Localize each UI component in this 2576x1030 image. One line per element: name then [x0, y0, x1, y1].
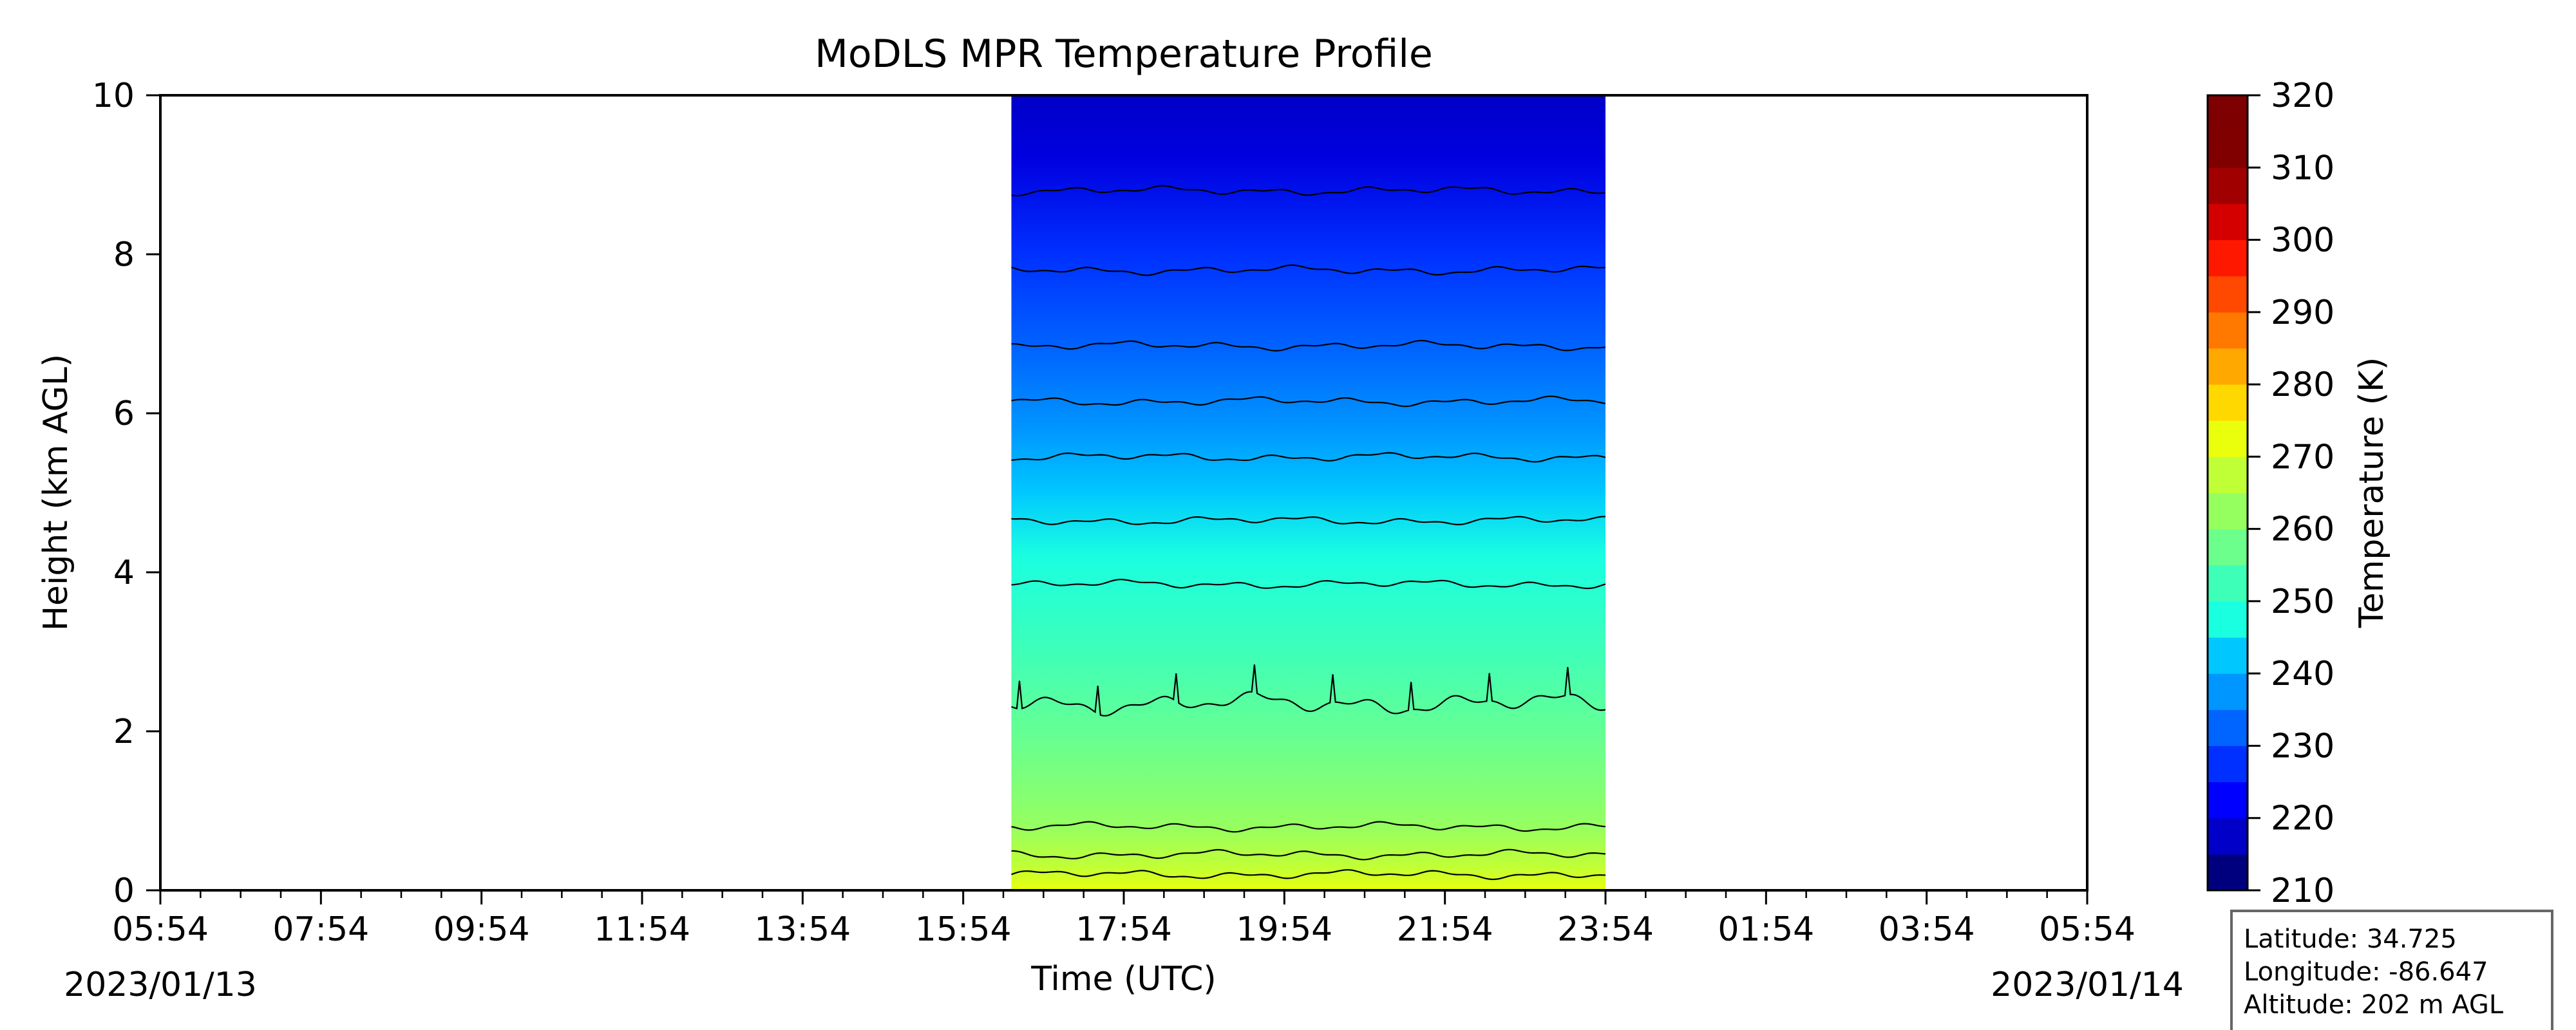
colorbar-tick-label: 270: [2271, 438, 2334, 476]
y-tick-label: 10: [92, 77, 135, 115]
temperature-field: [1011, 95, 1605, 890]
date-start-label: 2023/01/13: [64, 966, 257, 1004]
y-tick-label: 8: [113, 236, 135, 274]
colorbar-band: [2208, 131, 2248, 168]
x-tick-label: 19:54: [1236, 910, 1332, 949]
y-tick-label: 4: [113, 554, 135, 592]
colorbar-tick-label: 210: [2271, 872, 2334, 910]
colorbar-band: [2208, 529, 2248, 566]
x-tick-label: 07:54: [272, 910, 369, 949]
x-tick-label: 01:54: [1718, 910, 1814, 949]
x-tick-label: 13:54: [754, 910, 851, 949]
colorbar-band: [2208, 492, 2248, 530]
colorbar-tick-label: 320: [2271, 77, 2334, 115]
colorbar-band: [2208, 456, 2248, 493]
colorbar-band: [2208, 95, 2248, 132]
y-tick-label: 2: [113, 713, 135, 751]
x-tick-label: 23:54: [1557, 910, 1654, 949]
colorbar-tick-label: 290: [2271, 294, 2334, 332]
x-tick-label: 11:54: [594, 910, 690, 949]
colorbar-band: [2208, 601, 2248, 638]
contour-line: [1011, 516, 1605, 525]
x-tick-label: 21:54: [1397, 910, 1493, 949]
x-tick-label: 03:54: [1879, 910, 1975, 949]
colorbar-band: [2208, 745, 2248, 783]
colorbar-label: Temperature (K): [2353, 357, 2391, 629]
colorbar-band: [2208, 420, 2248, 457]
y-axis: 0 2 4 6 8 10: [92, 77, 160, 910]
colorbar-tick-label: 230: [2271, 727, 2334, 765]
colorbar-tick-label: 310: [2271, 149, 2334, 187]
colorbar-tick-label: 280: [2271, 366, 2334, 404]
altitude-text: Altitude: 202 m AGL: [2244, 990, 2504, 1020]
colorbar: [2208, 95, 2248, 891]
colorbar-tick-label: 260: [2271, 510, 2334, 549]
contour-line: [1011, 579, 1606, 590]
contour-line: [1011, 869, 1606, 881]
contour-line: [1011, 664, 1606, 717]
colorbar-ticks: 210 220 230 240 250 260 270 280 290 300 310 320: [2248, 77, 2334, 910]
x-axis-label: Time (UTC): [1030, 960, 1216, 998]
colorbar-band: [2208, 782, 2248, 819]
y-axis-label: Height (km AGL): [37, 354, 75, 631]
x-tick-label: 15:54: [915, 910, 1012, 949]
info-box: [2230, 910, 2553, 1030]
x-axis: 05:54 07:54 09:54 11:54 13:54 15:54 17:54 19:54…: [112, 890, 2136, 949]
contour-line: [1011, 185, 1606, 197]
colorbar-tick-label: 250: [2271, 583, 2334, 621]
colorbar-band: [2208, 673, 2248, 710]
colorbar-band: [2208, 203, 2248, 241]
contour-line: [1011, 848, 1606, 861]
contour-line: [1011, 452, 1606, 463]
colorbar-band: [2208, 167, 2248, 204]
y-tick-label: 6: [113, 395, 135, 433]
colorbar-band: [2208, 348, 2248, 385]
colorbar-band: [2208, 565, 2248, 602]
x-tick-label: 05:54: [2039, 910, 2136, 949]
latitude-text: Latitude: 34.725: [2244, 924, 2457, 954]
colorbar-band: [2208, 709, 2248, 746]
contour-line: [1011, 264, 1606, 276]
chart-title: MoDLS MPR Temperature Profile: [815, 32, 1433, 77]
data-layer: [1011, 95, 1606, 890]
colorbar-tick-label: 300: [2271, 221, 2334, 260]
colorbar-band: [2208, 312, 2248, 349]
x-tick-label: 17:54: [1075, 910, 1172, 949]
x-tick-label: 05:54: [112, 910, 209, 949]
colorbar-tick-label: 240: [2271, 655, 2334, 693]
date-end-label: 2023/01/14: [1991, 966, 2184, 1004]
colorbar-band: [2208, 239, 2248, 277]
colorbar-frame: [2206, 94, 2249, 892]
colorbar-band: [2208, 854, 2248, 891]
colorbar-tick-label: 220: [2271, 800, 2334, 838]
contour-line: [1011, 395, 1606, 407]
colorbar-band: [2208, 384, 2248, 421]
contour-line: [1011, 339, 1606, 352]
colorbar-band: [2208, 637, 2248, 674]
colorbar-band: [2208, 818, 2248, 855]
y-tick-label: 0: [113, 872, 135, 910]
x-tick-label: 09:54: [433, 910, 530, 949]
colorbar-band: [2208, 276, 2248, 313]
longitude-text: Longitude: -86.647: [2244, 957, 2488, 987]
contour-line: [1011, 821, 1606, 833]
